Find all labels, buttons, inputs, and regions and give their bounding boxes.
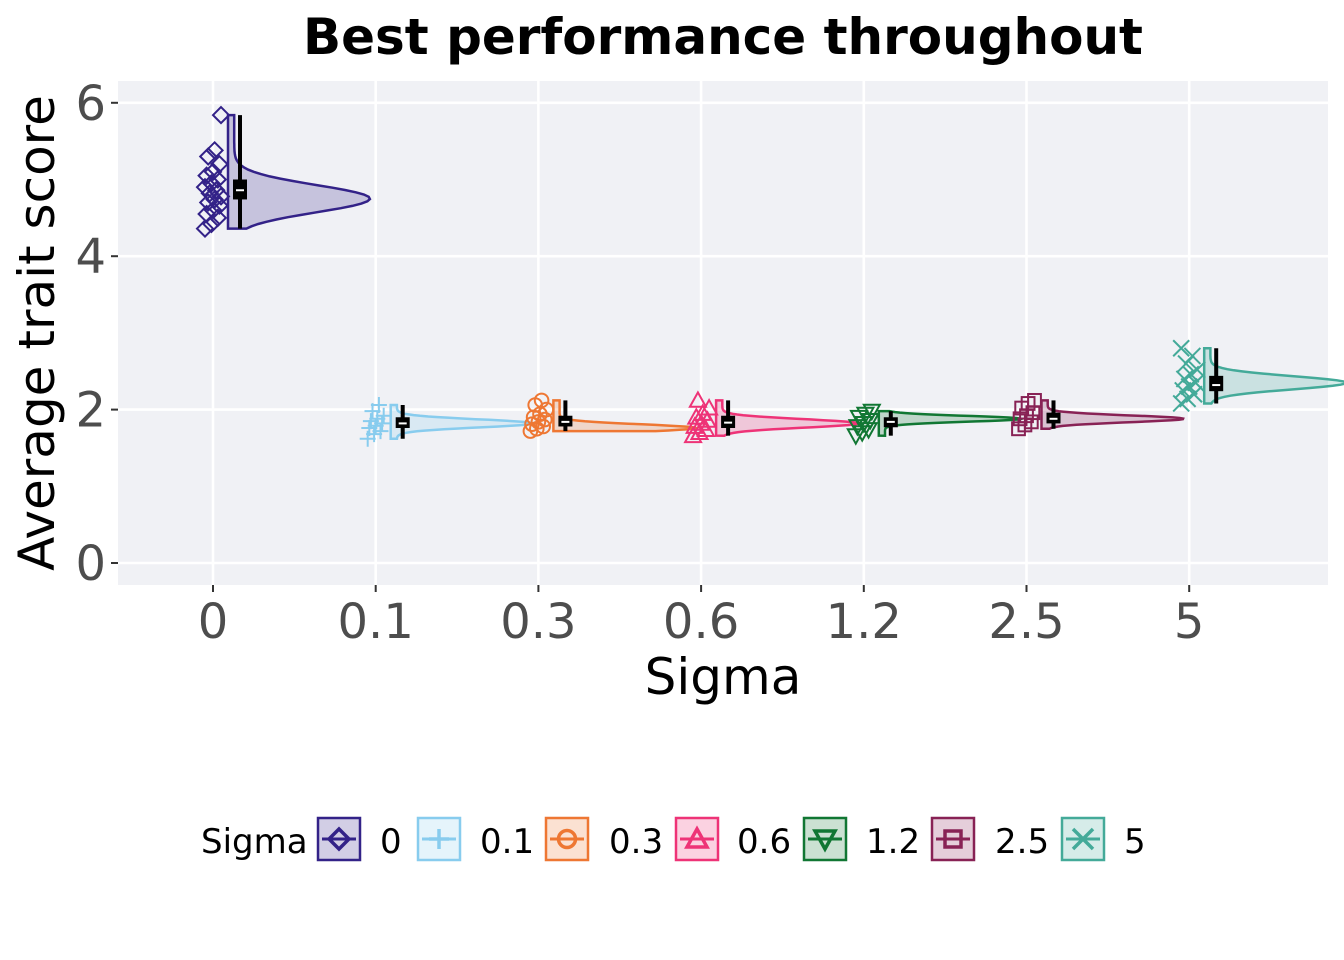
point-0 <box>195 177 215 197</box>
point-0.3 <box>530 414 547 430</box>
legend-label-0.6: 0.6 <box>737 822 791 862</box>
point-0 <box>201 173 221 193</box>
point-0.6 <box>683 425 703 444</box>
point-0.6 <box>686 407 706 425</box>
legend-marker-5 <box>1071 827 1095 851</box>
legend-marker-0.6 <box>684 825 710 849</box>
point-0.1 <box>370 396 387 413</box>
legend-label-0.3: 0.3 <box>609 822 663 862</box>
point-0 <box>206 180 226 200</box>
chart-title: Best performance throughout <box>303 8 1143 66</box>
legend-label-0.1: 0.1 <box>480 822 534 862</box>
cloud-2.5 <box>1040 399 1185 431</box>
point-0.1 <box>375 407 392 424</box>
point-0 <box>197 166 217 186</box>
y-tick-label: 0 <box>75 536 106 592</box>
legend-label-0: 0 <box>380 822 402 862</box>
x-tick-label: 0.6 <box>663 594 739 650</box>
legend-label-2.5: 2.5 <box>995 822 1049 862</box>
point-0 <box>211 186 231 206</box>
point-0 <box>203 200 223 220</box>
legend-marker-1.2 <box>812 829 838 853</box>
gridlines <box>118 81 1328 585</box>
boxes-layer <box>233 115 1224 439</box>
cloud-1.2 <box>877 409 1023 437</box>
point-0.6 <box>689 422 710 441</box>
x-tick-label: 2.5 <box>988 594 1064 650</box>
point-0 <box>211 105 231 125</box>
x-axis-title: Sigma <box>645 648 802 706</box>
box-5 <box>1209 375 1224 392</box>
point-1.2 <box>862 403 882 422</box>
point-5 <box>1172 339 1190 357</box>
legend-label-1.2: 1.2 <box>866 822 920 862</box>
legend-marker-2.5 <box>943 829 963 849</box>
y-tick-label: 4 <box>75 229 106 285</box>
points-layer <box>195 105 1206 447</box>
point-0 <box>209 154 229 174</box>
point-2.5 <box>1027 392 1042 408</box>
point-0.6 <box>693 403 713 421</box>
point-0 <box>198 193 218 212</box>
point-0.6 <box>691 413 711 431</box>
legend: Sigma 0 0.1 0.3 0.6 1.2 2.5 5 <box>201 816 1146 862</box>
point-5 <box>1183 347 1202 365</box>
x-axis: 0 0.1 0.3 0.6 1.2 2.5 5 <box>198 585 1205 650</box>
point-0.6 <box>685 416 705 434</box>
legend-marker-0.3 <box>556 828 578 850</box>
cloud-0.3 <box>552 399 700 433</box>
point-0 <box>209 196 229 215</box>
x-tick-label: 1.2 <box>826 594 902 650</box>
point-0.3 <box>537 411 553 428</box>
point-5 <box>1188 361 1206 379</box>
x-tick-label: 0.1 <box>338 594 414 650</box>
point-0 <box>205 140 225 160</box>
point-0 <box>195 219 215 239</box>
plot-panel <box>118 81 1328 585</box>
point-0.1 <box>361 420 378 437</box>
point-0 <box>198 147 218 166</box>
y-tick-label: 2 <box>75 383 106 439</box>
point-0.6 <box>696 419 716 437</box>
y-tick-label: 6 <box>75 76 106 132</box>
point-0 <box>203 162 223 182</box>
legend-marker-0.1 <box>429 829 449 849</box>
x-tick-label: 0 <box>198 594 229 650</box>
y-axis: 0 2 4 6 <box>75 76 118 592</box>
legend-label-5: 5 <box>1124 822 1146 862</box>
point-0.6 <box>688 390 708 408</box>
legend-title: Sigma <box>201 822 308 862</box>
cloud-5 <box>1202 346 1344 405</box>
cloud-0 <box>226 113 372 230</box>
point-0 <box>200 183 220 203</box>
point-0.3 <box>529 420 545 437</box>
point-0.1 <box>362 413 379 430</box>
legend-marker-0 <box>326 826 352 852</box>
cloud-0.6 <box>714 399 860 437</box>
point-0 <box>197 204 217 224</box>
point-0.3 <box>533 392 550 409</box>
x-tick-label: 0.3 <box>500 594 576 650</box>
x-tick-label: 5 <box>1174 594 1205 650</box>
y-axis-title: Average trait score <box>8 95 66 571</box>
point-0 <box>205 190 225 209</box>
